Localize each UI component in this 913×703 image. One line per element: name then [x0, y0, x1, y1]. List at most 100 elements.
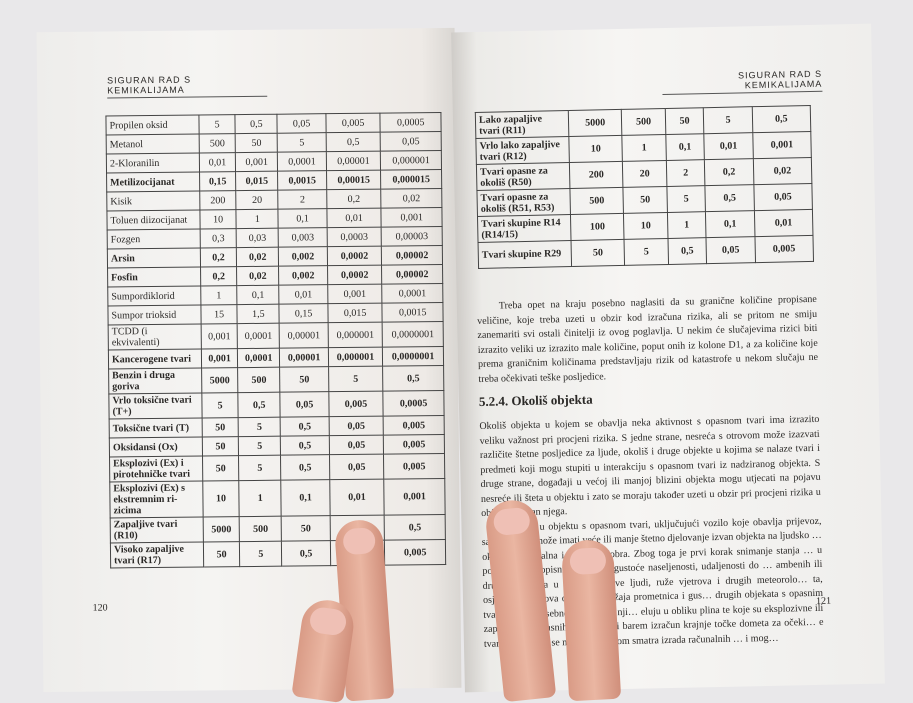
threshold-value: 0,00001: [279, 322, 329, 349]
threshold-value: 5000: [203, 516, 240, 542]
substance-name: Toksične tvari (T): [109, 417, 203, 438]
threshold-value: 0,15: [279, 303, 328, 324]
threshold-value: 5: [328, 366, 384, 392]
threshold-value: 50: [202, 417, 239, 437]
threshold-value: 0,0015: [382, 302, 444, 323]
threshold-value: 2: [666, 159, 706, 187]
substance-name: Fosfin: [107, 267, 201, 287]
substance-name: Benzin i druga goriva: [108, 367, 202, 394]
threshold-value: 0,00003: [381, 226, 443, 247]
threshold-value: 0,05: [328, 416, 384, 436]
threshold-value: 0,001: [381, 207, 443, 228]
threshold-value: 0,005: [328, 391, 384, 417]
threshold-value: 0,1: [281, 479, 330, 517]
threshold-value: 0,0001: [382, 283, 443, 304]
threshold-value: 5: [238, 436, 281, 456]
threshold-value: 0,000001: [327, 322, 383, 348]
threshold-value: 0,2: [326, 189, 382, 209]
threshold-value: 0,005: [383, 453, 445, 480]
substance-name: Lako zapaljive tvari (R11): [475, 110, 569, 139]
substance-name: Tvari skupine R29: [478, 240, 572, 269]
threshold-value: 5: [703, 106, 753, 134]
substance-name: Tvari skupine R14 (R14/15): [477, 214, 572, 243]
threshold-value: 0,0005: [383, 390, 445, 417]
threshold-value: 0,05: [329, 454, 385, 480]
threshold-value: 1: [667, 211, 707, 239]
substance-name: Metanol: [106, 134, 200, 154]
threshold-value: 0,02: [381, 188, 442, 209]
table-row: Visoko zapaljive tvari (R17) 50 5 0,5 0,005: [110, 539, 446, 568]
page-number: 120: [92, 602, 108, 614]
threshold-value: 0,00002: [381, 264, 443, 285]
threshold-value: 0,5: [751, 105, 811, 133]
paragraph: Treba opet na kraju posebno naglasiti da…: [477, 293, 819, 387]
threshold-value: 0,3: [200, 228, 237, 249]
threshold-value: 0,1: [705, 210, 755, 238]
threshold-value: 0,05: [706, 236, 756, 264]
substance-name: Tvari opasne za okoliš (R51, R53): [476, 188, 571, 217]
substance-name: Arsin: [107, 248, 201, 268]
threshold-value: 0,1: [665, 133, 705, 161]
threshold-value: 0,000015: [380, 169, 442, 190]
threshold-value: 0,005: [325, 113, 381, 133]
threshold-value: 200: [199, 190, 237, 211]
threshold-value: 100: [570, 213, 625, 241]
threshold-value: 0,01: [754, 209, 813, 237]
substance-name: Visoko zapaljive tvari (R17): [110, 541, 204, 568]
table-row: Benzin i druga goriva 5000 500 50 5 0,5: [108, 365, 444, 394]
threshold-value: 15: [200, 304, 238, 324]
threshold-value: 0,01: [279, 284, 328, 305]
threshold-value: 5: [666, 185, 706, 213]
threshold-value: 20: [622, 160, 667, 188]
page-number: 121: [816, 595, 832, 607]
substance-name: Eksplozivi (Ex) s ekstremnim ri-zicima: [109, 480, 204, 518]
substance-name: Tvari opasne za okoliš (R50): [476, 162, 570, 191]
threshold-value: 0,5: [235, 114, 278, 134]
threshold-value: 0,01: [704, 132, 754, 160]
threshold-table-left: Propilen oksid 5 0,5 0,05 0,005 0,0005 Metanol…: [105, 112, 446, 568]
threshold-value: 50: [281, 515, 331, 542]
threshold-value: 0,03: [236, 228, 279, 248]
left-page: Siguran rad s kemikalijama Propilen oksi…: [36, 27, 462, 693]
substance-name: Zapaljive tvari (R10): [110, 516, 204, 543]
paragraph-text: Okoliš objekta u kojem se obavlja neka a…: [479, 413, 821, 519]
threshold-value: 5: [239, 541, 283, 567]
threshold-value: 0,001: [235, 152, 278, 172]
threshold-value: 0,0000001: [382, 321, 444, 348]
threshold-value: 5: [238, 417, 281, 437]
threshold-value: 0,001: [752, 131, 812, 159]
threshold-value: 0,1: [278, 208, 327, 229]
threshold-value: 10: [202, 480, 240, 517]
threshold-value: 0,05: [753, 183, 813, 211]
threshold-value: 50: [202, 455, 239, 481]
threshold-table-right: Lako zapaljive tvari (R11) 5000 500 50 5 0,5 V…: [475, 105, 814, 269]
threshold-value: 0,0015: [277, 170, 327, 191]
threshold-value: 0,0001: [237, 348, 280, 368]
threshold-value: 50: [235, 133, 278, 153]
threshold-value: 0,015: [327, 303, 383, 323]
threshold-value: 5: [277, 132, 327, 153]
table-row: Eksplozivi (Ex) i pirotehničke tvari 50 5 0…: [109, 453, 445, 482]
threshold-value: 0,15: [199, 171, 236, 192]
substance-name: Oksidansi (Ox): [109, 436, 203, 457]
threshold-value: 50: [279, 366, 329, 393]
threshold-value: 0,00001: [279, 347, 329, 368]
substance-name: Eksplozivi (Ex) i pirotehničke tvari: [109, 455, 203, 482]
threshold-value: 0,5: [280, 416, 330, 437]
threshold-value: 0,5: [280, 454, 330, 481]
threshold-value: 5: [201, 392, 239, 418]
threshold-value: 50: [571, 239, 625, 267]
threshold-value: 0,005: [384, 539, 446, 566]
section-title: 5.2.4. Okoliš objekta: [478, 391, 593, 409]
threshold-value: 500: [237, 367, 281, 393]
threshold-value: 0,02: [753, 157, 812, 185]
threshold-value: 0,05: [329, 435, 384, 455]
threshold-value: 0,00015: [326, 170, 382, 190]
threshold-value: 5000: [568, 109, 623, 137]
threshold-value: 0,05: [380, 131, 442, 152]
threshold-value: 5: [624, 238, 669, 266]
running-header: Siguran rad s kemikalijama: [662, 68, 823, 96]
threshold-value: 0,5: [281, 540, 331, 567]
threshold-value: 0,5: [667, 237, 707, 265]
threshold-value: 5: [238, 455, 282, 481]
